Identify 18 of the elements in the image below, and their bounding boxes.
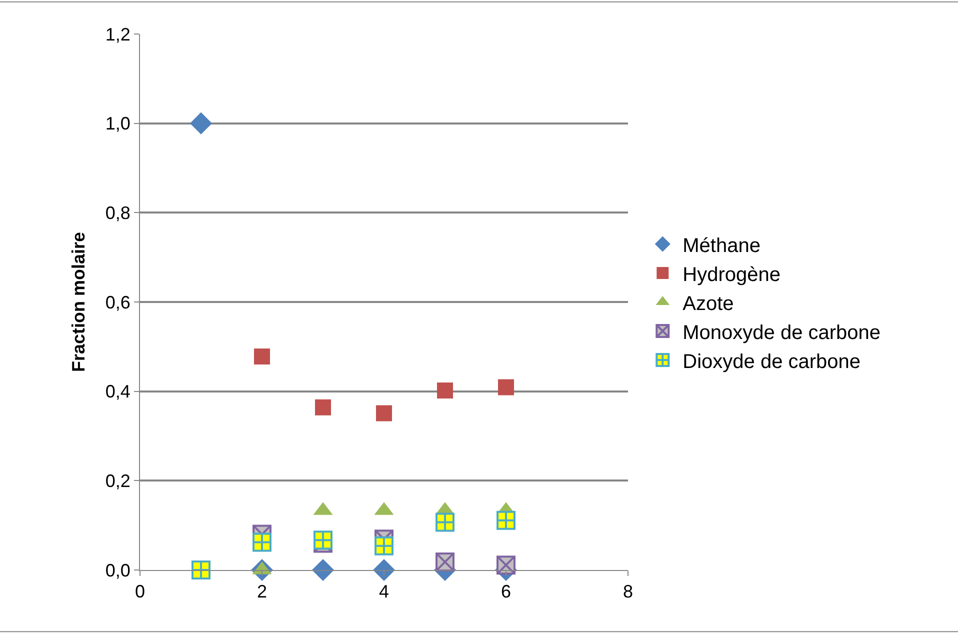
legend-label: Dioxyde de carbone [682,350,861,373]
legend-label: Hydrogène [682,264,780,286]
x-tick-label: 4 [378,582,390,602]
x-tick-label: 0 [134,582,146,602]
legend-label: Azote [682,292,734,315]
y-tick-label: 0,6 [105,292,130,312]
y-tick-label: 0,2 [105,470,130,491]
y-tick-label: 1,0 [105,114,130,134]
legend-label: Monoxyde de carbone [682,322,881,344]
legend-label: Méthane [682,234,760,257]
y-tick-label: 0,0 [105,560,130,580]
x-tick-label: 6 [500,582,512,602]
y-axis-title: Fraction molaire [68,232,89,372]
y-tick-label: 0,4 [105,382,130,402]
x-tick-label: 8 [622,582,634,602]
y-tick-label: 1,2 [105,24,130,44]
y-tick-label: 0,8 [105,202,130,223]
x-tick-label: 2 [256,582,268,602]
